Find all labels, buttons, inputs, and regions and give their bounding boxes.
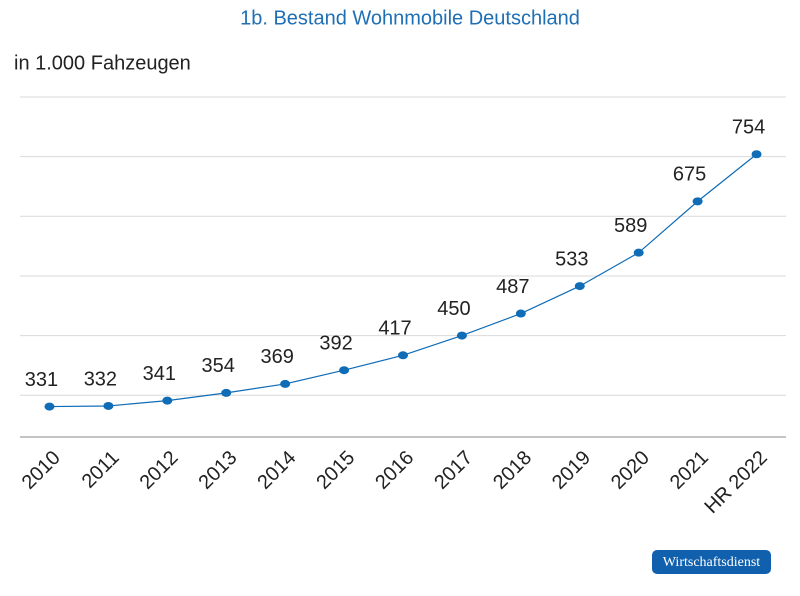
x-tick-label: 2019 <box>548 447 595 494</box>
point <box>221 388 232 397</box>
x-tick-label: 2010 <box>18 447 65 494</box>
point <box>456 331 467 340</box>
point <box>398 351 408 360</box>
x-tick-label: 2014 <box>253 447 300 494</box>
x-tick-label: 2021 <box>666 447 713 494</box>
chart-title: 1b. Bestand Wohnmobile Deutschland <box>240 7 580 29</box>
data-label: 332 <box>84 368 117 390</box>
data-label: 392 <box>319 332 352 354</box>
data-label: 450 <box>437 298 470 320</box>
point <box>44 402 55 411</box>
data-label: 331 <box>25 369 58 391</box>
x-tick-label: 2016 <box>371 447 418 494</box>
x-tick-label: 2012 <box>136 447 183 494</box>
data-label: 533 <box>555 248 588 270</box>
point <box>751 150 762 159</box>
data-label: 754 <box>732 117 765 139</box>
logo: Wirtschaftsdienst <box>663 555 761 570</box>
data-label: 589 <box>614 215 647 237</box>
point <box>574 282 585 291</box>
point <box>633 248 644 257</box>
chart-subtitle: in 1.000 Fahzeugen <box>14 52 191 74</box>
x-tick-label: 2015 <box>312 447 359 494</box>
data-label: 341 <box>143 363 176 385</box>
point <box>162 396 173 405</box>
point <box>515 309 526 318</box>
data-label: 369 <box>260 346 293 368</box>
point <box>339 366 350 375</box>
point <box>692 197 703 206</box>
x-tick-label: 2013 <box>194 447 241 494</box>
x-tick-label: 2011 <box>78 447 124 493</box>
data-label: 487 <box>496 276 529 298</box>
x-tick-label: HR 2022 <box>700 447 771 518</box>
data-label: 675 <box>673 164 706 186</box>
x-tick-label: 2020 <box>607 447 654 494</box>
x-tick-label: 2018 <box>489 447 536 494</box>
logo-badge <box>652 550 771 574</box>
point <box>103 401 114 410</box>
point <box>280 379 291 388</box>
x-tick-label: 2017 <box>430 447 477 494</box>
data-label: 354 <box>202 355 235 377</box>
data-label: 417 <box>378 318 411 340</box>
